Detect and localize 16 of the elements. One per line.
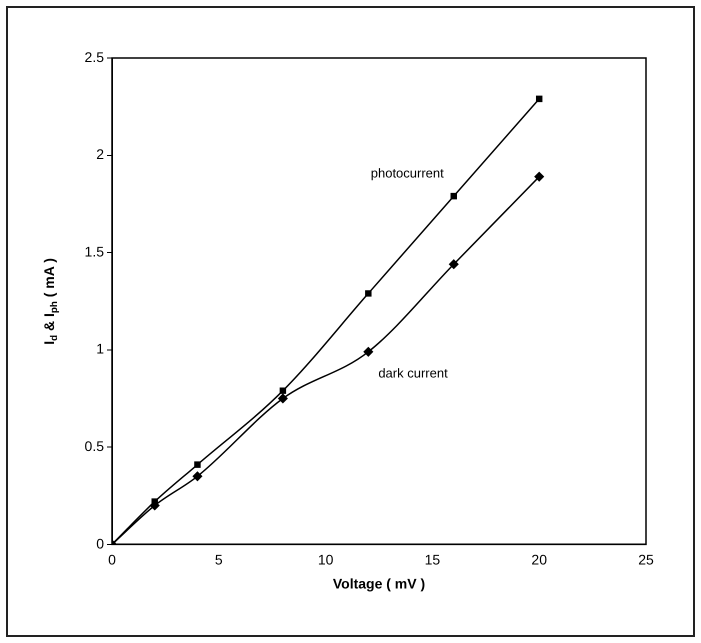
series-label: photocurrent <box>370 166 444 181</box>
y-axis-title: Id & Iph ( mA ) <box>40 258 60 345</box>
y-tick-label: 0.5 <box>84 438 104 454</box>
x-tick-label: 0 <box>108 552 116 568</box>
y-tick-label: 1.5 <box>84 243 104 260</box>
series-label: dark current <box>378 365 448 380</box>
x-tick-label: 25 <box>638 552 654 568</box>
y-tick-label: 0 <box>96 535 104 552</box>
x-axis-title: Voltage ( mV ) <box>332 575 426 592</box>
y-tick-label: 1 <box>96 340 104 357</box>
x-tick-label: 15 <box>424 552 440 568</box>
x-tick-label: 20 <box>531 552 548 568</box>
y-tick-label: 2 <box>96 146 104 162</box>
y-tick-label: 2.5 <box>84 48 104 65</box>
x-tick-label: 5 <box>214 552 223 568</box>
x-tick-label: 10 <box>318 552 334 568</box>
